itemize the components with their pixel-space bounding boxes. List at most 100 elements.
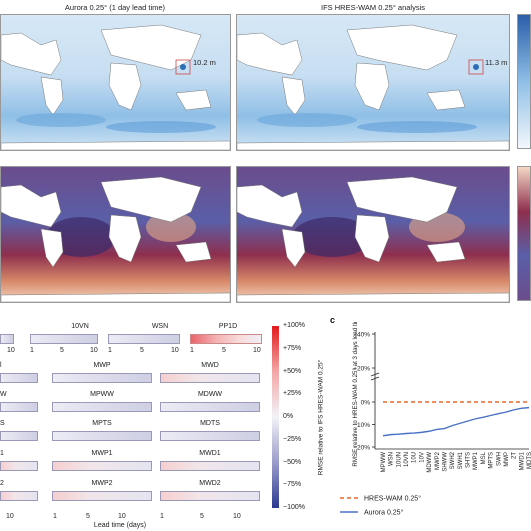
x-tick-label: SWH2 [450,451,456,469]
x-tick-label: MPTS [489,452,495,469]
colorbar-tick-label: +75% [283,344,302,352]
swh-colorbar [517,14,531,149]
y-tick-label: +20% [353,366,370,373]
tick: 5 [222,347,226,354]
colorbar-tick-label: −75% [283,481,302,489]
map-annotation-ifs: 11.3 m [485,58,508,67]
mwd-colorbar [517,166,531,301]
hm-bar-mpww [52,402,152,412]
map-title-ifs: IFS HRES-WAM 0.25° analysis [321,3,425,12]
x-tick-label: MWP [504,452,510,467]
map-ifs-svg [237,15,509,150]
line-chart: +40% +20% 0% −10% −20%RMSE relative to HRES-… [340,322,531,517]
x-tick-label: MPWW [381,452,387,473]
hm-label-mwd1: MWD1 [199,450,221,457]
colorbar-tick-label: +100% [283,322,305,329]
hm-bar-mwp2 [52,491,152,501]
x-tick-label: MWP2 [435,451,441,470]
hm-bar-wsn [108,334,180,344]
hm-row-fragment-label: l [0,362,2,369]
map-aurora-swh [0,14,231,151]
tick: 10 [7,347,15,354]
hm-bar-mwd [160,373,260,383]
hm-bar-pp1d [190,334,262,344]
rmse-colorbar-label-wrap: RMSE relative to IFS HRES-WAM 0.25° [313,330,325,506]
map-title-aurora: Aurora 0.25° (1 day lead time) [64,3,166,12]
tick: 5 [140,347,144,354]
x-tick-label: MWD1 [519,451,525,470]
colorbar-tick-label: −100% [283,504,305,511]
x-tick-label: 10U [412,452,418,463]
panel-c-label: c [330,315,336,325]
hm-bar-mpts [52,431,152,441]
hm-label-mwp2: MWP2 [91,480,113,487]
hm-bar-partial [0,334,14,344]
hm-bar-mwd2 [160,491,260,501]
hm-label-mpww: MPWW [90,391,114,398]
hm-label-mdts: MDTS [200,420,220,427]
x-tick-label: MSL [481,451,487,464]
hm-row-fragment-label: W [0,391,7,398]
tick: 10 [6,513,14,520]
map-aurora-svg [1,15,230,150]
tick: 1 [108,347,112,354]
heatmap-xlabel: Lead time (days) [93,522,147,529]
y-tick-label: +40% [353,332,370,339]
map-ifs-swh [236,14,510,151]
hm-bar-mwp1 [52,461,152,471]
x-tick-label: MWP1 [473,451,479,470]
map-ifs-mwd [236,166,510,303]
rmse-colorbar [272,326,279,508]
map-aurora-mwd-svg [1,167,230,302]
tick: 10 [118,513,126,520]
hm-label-pp1d: PP1D [218,323,238,330]
tick: 10 [253,347,261,354]
legend-label: Aurora 0.25° [364,509,404,517]
tick: 10 [90,347,98,354]
hm-bar-partial [0,461,38,471]
map-ifs-mwd-svg [237,167,509,302]
x-tick-label: 10V [419,452,425,463]
colorbar-tick-label: +50% [283,367,302,375]
hm-bar-10vn [30,334,98,344]
x-tick-label: SHWW [442,452,448,472]
x-tick-label: SHTS [466,452,472,468]
hm-row-fragment-label: S [0,420,5,427]
hm-label-mpts: MPTS [92,420,112,427]
hm-label-mwd2: MWD2 [199,480,221,487]
tick: 1 [160,513,164,520]
y-tick-label: −20% [353,445,370,452]
colorbar-tick-label: −25% [283,435,302,443]
hm-bar-mwd1 [160,461,260,471]
x-tick-label: 10UN [396,452,402,467]
rmse-colorbar-label: RMSE relative to IFS HRES-WAM 0.25° [317,359,325,476]
tick: 10 [233,513,241,520]
x-tick-label: MDWW [427,452,433,473]
map-aurora-mwd [0,166,231,303]
hm-label-mdww: MDWW [197,391,223,398]
hm-bar-mwp [52,373,152,383]
hm-bar-mdts [160,431,260,441]
colorbar-tick-label: 0% [283,413,294,420]
axis-break [370,372,380,381]
tick: 10 [171,347,179,354]
series-line-aurora [382,406,530,437]
hm-label-wsn: WSN [151,323,169,330]
tick: 1 [190,347,194,354]
tick: 1 [30,347,34,354]
legend-label: HRES-WAM 0.25° [364,495,421,503]
x-tick-label: 2T [512,452,518,459]
hm-label-mwp: MWP [93,362,111,369]
map-annotation-aurora: 10.2 m [193,58,216,67]
x-tick-label: MDTS [527,452,531,469]
hm-bar-partial [0,373,38,383]
tick: 5 [60,347,64,354]
colorbar-tick-label: −50% [283,458,302,466]
hm-bar-mdww [160,402,260,412]
hm-bar-partial [0,402,38,412]
hm-label-mwp1: MWP1 [91,450,113,457]
hm-row-fragment-label: 1 [0,450,4,457]
hm-row-fragment-label: 2 [0,480,4,487]
x-tick-label: WSN [389,452,395,466]
x-tick-label: SWH [496,452,502,466]
